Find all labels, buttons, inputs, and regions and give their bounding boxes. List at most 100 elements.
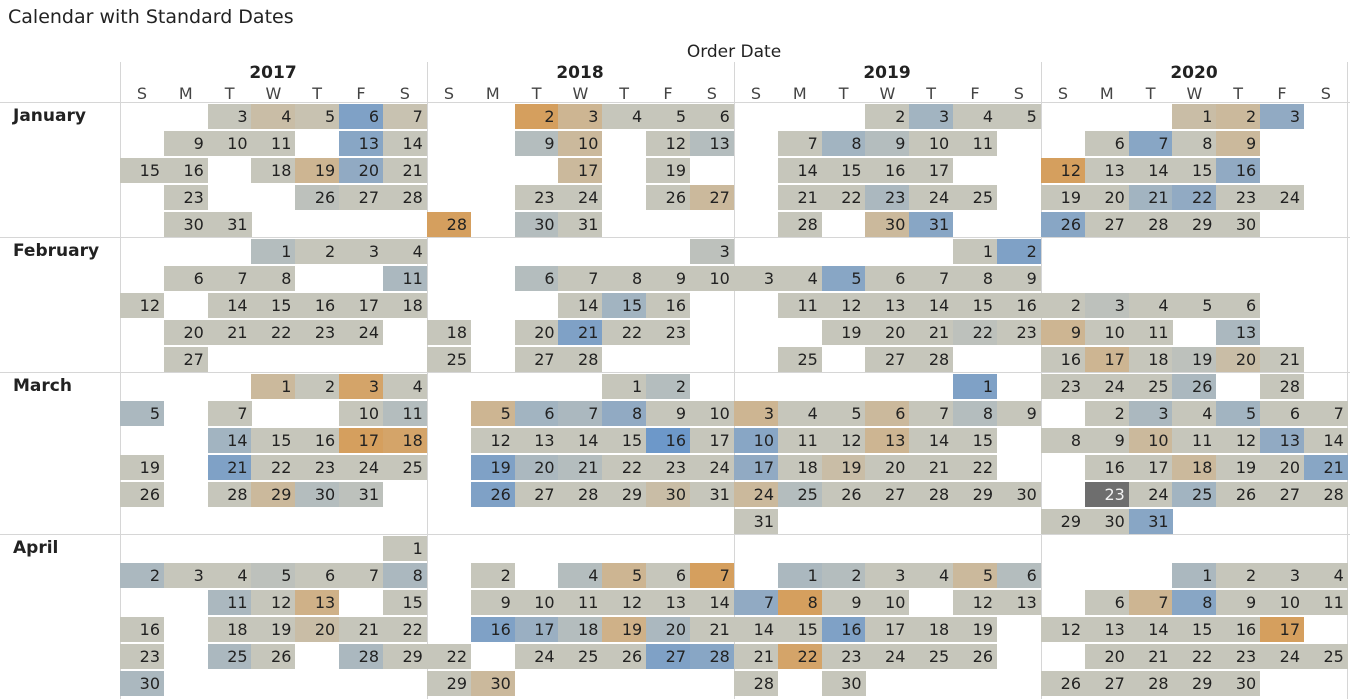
day-cell: 12 [821,428,866,453]
day-cell: 1 [251,239,296,264]
day-cell: 29 [953,482,997,507]
day-cell: 2 [1084,401,1129,426]
day-cell: 7 [909,266,954,291]
day-cell: 12 [646,131,690,156]
day-cell: 16 [295,293,340,318]
day-cell: 4 [251,104,296,129]
day-cell: 14 [1128,158,1173,183]
day-cell: 26 [1216,482,1261,507]
day-cell: 3 [558,104,603,129]
day-cell: 12 [1041,158,1085,183]
day-cell: 22 [602,320,647,345]
day-cell: 16 [470,617,515,642]
day-cell: 8 [953,266,997,291]
day-cell: 13 [339,131,383,156]
day-cell: 30 [1216,212,1261,237]
day-cell: 21 [558,320,603,345]
day-cell: 17 [689,428,734,453]
day-cell: 28 [207,482,252,507]
day-cell: 10 [558,131,603,156]
day-cell: 12 [251,590,296,615]
day-cell: 14 [558,428,603,453]
day-cell: 24 [1260,644,1304,669]
day-cell: 23 [1216,644,1261,669]
day-cell: 4 [382,374,427,399]
weekday-label: M [485,84,500,103]
day-cell: 12 [1041,617,1085,642]
day-cell: 29 [427,671,471,696]
day-cell: 29 [1172,212,1217,237]
day-cell: 26 [821,482,866,507]
day-cell: 4 [558,563,603,588]
weekday-label: F [1277,84,1287,103]
month-divider [0,102,1350,103]
day-cell: 27 [1260,482,1304,507]
day-cell: 19 [602,617,647,642]
day-cell: 9 [470,590,515,615]
month-label: April [13,538,59,558]
weekday-label: S [706,84,717,103]
day-cell: 27 [689,185,734,210]
day-cell: 3 [163,563,208,588]
day-cell: 15 [953,293,997,318]
day-cell: 4 [909,563,954,588]
day-cell: 8 [821,131,866,156]
day-cell: 24 [865,644,910,669]
day-cell: 14 [1128,617,1173,642]
year-divider [734,62,735,699]
day-cell: 10 [514,590,559,615]
day-cell: 9 [646,401,690,426]
day-cell: 10 [1084,320,1129,345]
day-cell: 7 [207,266,252,291]
day-cell: 22 [777,644,822,669]
day-cell: 2 [120,563,164,588]
day-cell: 13 [1084,617,1129,642]
day-cell: 31 [558,212,603,237]
day-cell: 28 [1260,374,1304,399]
day-cell: 18 [1128,347,1173,372]
day-cell: 9 [646,266,690,291]
day-cell: 25 [1303,644,1348,669]
day-cell: 31 [689,482,734,507]
day-cell: 16 [821,617,866,642]
day-cell: 25 [909,644,954,669]
day-cell: 18 [558,617,603,642]
day-cell: 7 [207,401,252,426]
day-cell: 1 [1172,563,1217,588]
day-cell: 6 [514,401,559,426]
day-cell: 13 [1260,428,1304,453]
day-cell: 6 [295,563,340,588]
day-cell: 7 [1128,131,1173,156]
day-cell: 24 [689,455,734,480]
day-cell: 14 [777,158,822,183]
day-cell: 19 [251,617,296,642]
day-cell: 14 [382,131,427,156]
day-cell: 11 [207,590,252,615]
axis-title: Order Date [686,42,782,62]
day-cell: 23 [295,455,340,480]
day-cell: 31 [1128,509,1173,534]
day-cell: 23 [514,185,559,210]
day-cell: 28 [909,482,954,507]
day-cell: 23 [865,185,910,210]
day-cell: 1 [1172,104,1217,129]
month-label: February [13,241,100,261]
day-cell: 25 [1172,482,1217,507]
day-cell: 13 [689,131,734,156]
day-cell: 10 [1260,590,1304,615]
day-cell: 21 [339,617,383,642]
day-cell: 4 [602,104,647,129]
day-cell: 18 [777,455,822,480]
day-cell: 27 [514,482,559,507]
day-cell: 30 [1216,671,1261,696]
day-cell: 15 [382,590,427,615]
day-cell: 4 [1172,401,1217,426]
day-cell: 20 [1216,347,1261,372]
day-cell: 20 [1084,644,1129,669]
weekday-label: T [312,84,323,103]
day-cell: 16 [1041,347,1085,372]
day-cell: 9 [821,590,866,615]
day-cell: 27 [339,185,383,210]
day-cell: 28 [427,212,471,237]
day-cell: 30 [646,482,690,507]
